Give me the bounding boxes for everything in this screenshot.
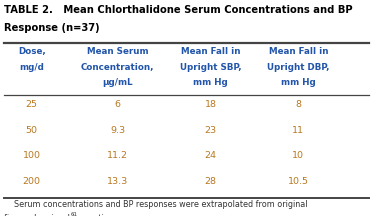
Text: mm Hg: mm Hg xyxy=(281,78,316,87)
Text: 25: 25 xyxy=(26,100,38,110)
Text: 200: 200 xyxy=(23,177,41,186)
Text: Upright SBP,: Upright SBP, xyxy=(180,63,242,72)
Text: Mean Serum: Mean Serum xyxy=(87,47,148,56)
Text: 13.3: 13.3 xyxy=(107,177,128,186)
Text: 61: 61 xyxy=(71,212,78,216)
Text: 23: 23 xyxy=(205,126,217,135)
Text: 6: 6 xyxy=(115,100,120,110)
Text: 100: 100 xyxy=(23,151,41,160)
Text: mm Hg: mm Hg xyxy=(193,78,228,87)
Text: 10.5: 10.5 xyxy=(288,177,309,186)
Text: Upright DBP,: Upright DBP, xyxy=(267,63,330,72)
Text: Response (n=37): Response (n=37) xyxy=(4,23,100,33)
Text: Concentration,: Concentration, xyxy=(81,63,154,72)
Text: 11: 11 xyxy=(292,126,304,135)
Text: 50: 50 xyxy=(26,126,38,135)
Text: TABLE 2.   Mean Chlorthalidone Serum Concentrations and BP: TABLE 2. Mean Chlorthalidone Serum Conce… xyxy=(4,5,353,15)
Text: 8: 8 xyxy=(295,100,301,110)
Text: 28: 28 xyxy=(205,177,217,186)
Text: Dose,: Dose, xyxy=(18,47,46,56)
Text: Serum concentrations and BP responses were extrapolated from original: Serum concentrations and BP responses we… xyxy=(4,200,308,209)
Text: Mean Fall in: Mean Fall in xyxy=(181,47,241,56)
Text: μg/mL: μg/mL xyxy=(102,78,133,87)
Text: Mean Fall in: Mean Fall in xyxy=(269,47,328,56)
Text: 10: 10 xyxy=(292,151,304,160)
Text: mg/d: mg/d xyxy=(19,63,44,72)
Text: 9.3: 9.3 xyxy=(110,126,125,135)
Text: 11.2: 11.2 xyxy=(107,151,128,160)
Text: figures by visual inspection.: figures by visual inspection. xyxy=(4,214,117,216)
Text: 24: 24 xyxy=(205,151,217,160)
Text: 18: 18 xyxy=(205,100,217,110)
